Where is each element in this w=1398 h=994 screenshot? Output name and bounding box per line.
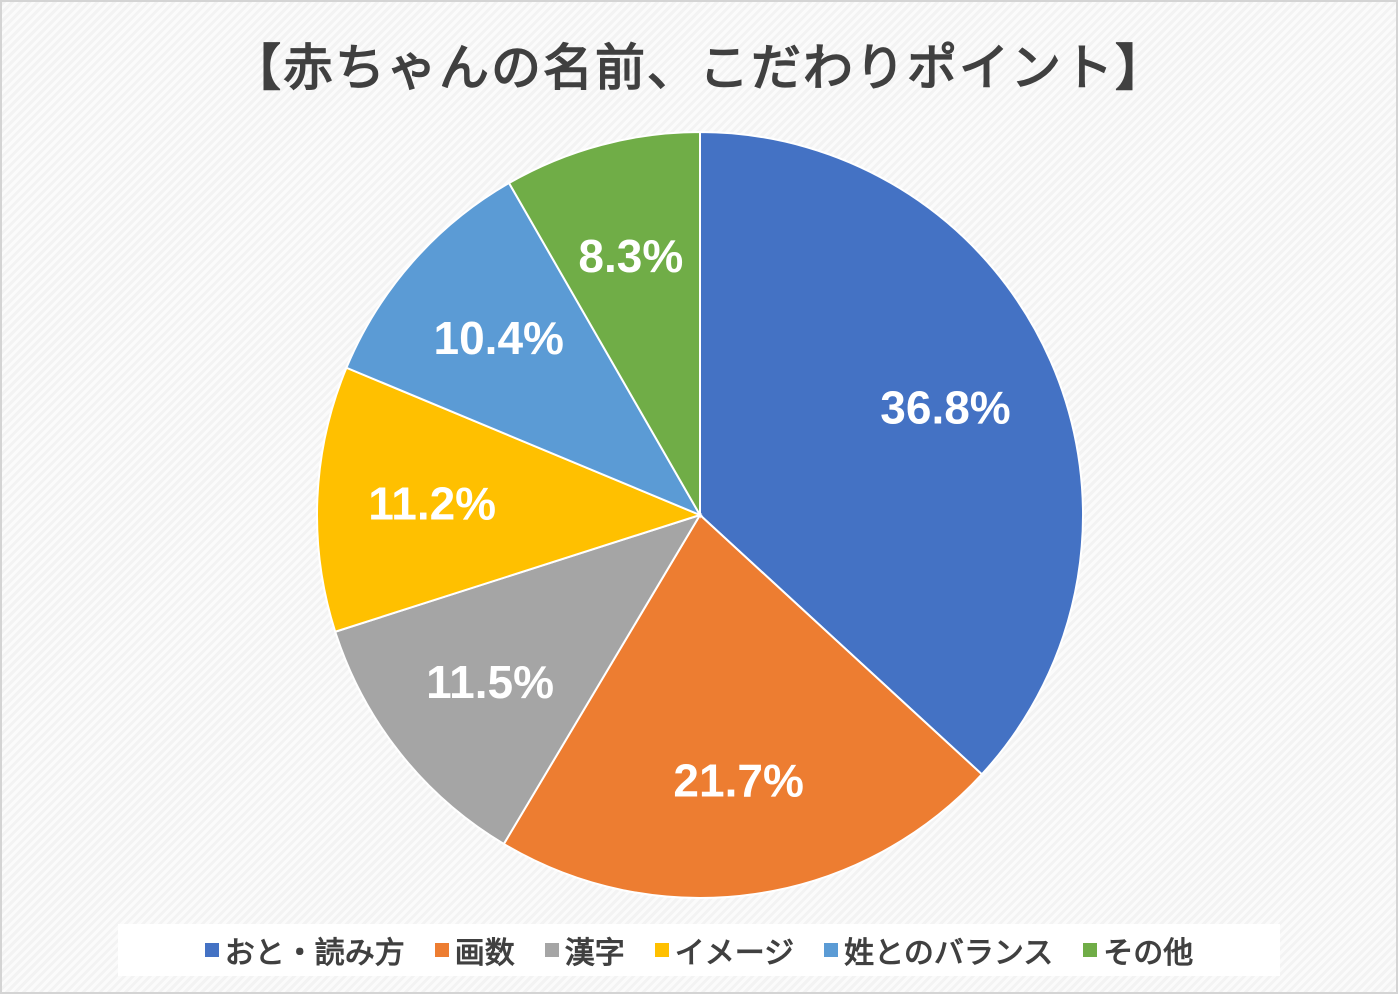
pie-slice-3 xyxy=(333,513,703,846)
legend-swatch xyxy=(204,943,219,957)
legend-swatch xyxy=(824,943,839,957)
legend-item: イメージ xyxy=(654,928,795,972)
legend-item: 姓とのバランス xyxy=(824,928,1053,972)
data-label-3: 11.5% xyxy=(426,656,554,708)
legend-label: おと・読み方 xyxy=(224,936,405,971)
legend-label: 漢字 xyxy=(564,936,625,971)
data-label-1: 36.8% xyxy=(880,381,1010,433)
pie-slice-1 xyxy=(699,130,1084,776)
chart-title: 【赤ちゃんの名前、こだわりポイント】 xyxy=(231,39,1167,97)
pie-slice-6 xyxy=(507,130,701,519)
legend-swatch xyxy=(654,943,669,957)
pie-slice-2 xyxy=(502,513,984,899)
legend-label: 姓とのバランス xyxy=(844,936,1054,971)
legend: おと・読み方 画数 漢字 イメージ 姓とのバランス その他 xyxy=(118,924,1280,976)
pie-slice-5 xyxy=(345,181,703,518)
data-label-2: 21.7% xyxy=(673,754,803,806)
pie-slice-4 xyxy=(316,366,703,634)
legend-label: 画数 xyxy=(454,936,515,971)
legend-label: イメージ xyxy=(674,936,795,971)
legend-item: その他 xyxy=(1083,928,1193,972)
legend-swatch xyxy=(434,943,449,957)
legend-swatch xyxy=(544,943,559,957)
legend-label: その他 xyxy=(1103,936,1194,971)
data-label-6: 8.3% xyxy=(578,230,683,282)
legend-item: 画数 xyxy=(434,928,515,972)
legend-item: おと・読み方 xyxy=(204,928,405,972)
data-label-5: 10.4% xyxy=(434,312,564,364)
data-label-4: 11.2% xyxy=(368,478,496,530)
legend-item: 漢字 xyxy=(544,928,625,972)
legend-swatch xyxy=(1083,943,1098,957)
